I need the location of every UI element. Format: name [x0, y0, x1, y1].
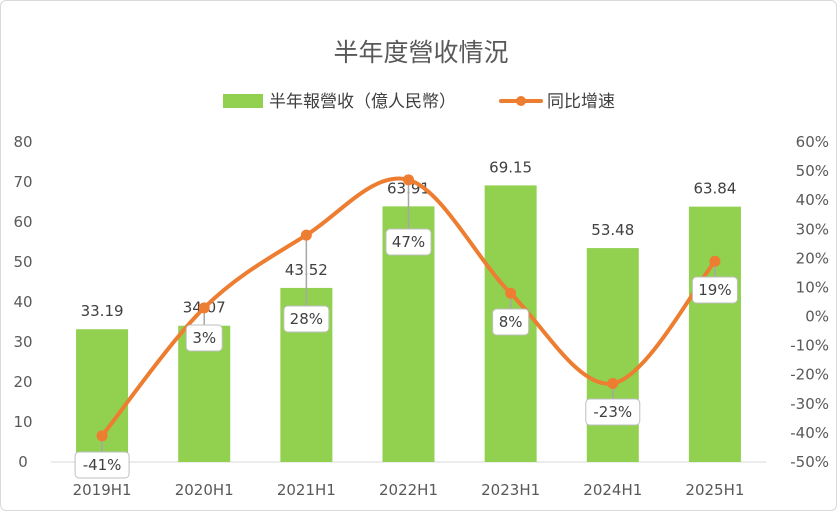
y-right-tick-label: -40% [790, 424, 829, 442]
y-left-tick-label: 30 [13, 333, 32, 351]
y-left-tick-label: 50 [13, 253, 32, 271]
bar [688, 206, 741, 462]
chart-title: 半年度營收情況 [333, 38, 508, 67]
growth-value-label: 47% [392, 233, 425, 251]
y-right-tick-label: -10% [790, 337, 829, 355]
growth-label-box [185, 324, 223, 352]
legend-line-label: 同比增速 [547, 92, 615, 112]
bar-value-label: 53.48 [591, 221, 634, 239]
y-left-tick-label: 10 [13, 413, 32, 431]
line-data-labels: -41% 3% 28% 47% 8% -23% 19% [74, 228, 738, 479]
y-right-tick-label: 40% [796, 191, 829, 209]
y-left-tick-label: 70 [13, 173, 32, 191]
legend-bar-label: 半年報營收（億人民幣） [269, 92, 456, 112]
y-left-tick-label: 80 [13, 133, 32, 151]
growth-point [607, 377, 619, 389]
y-right-tick-label: -20% [790, 366, 829, 384]
y-right-tick-label: 10% [796, 278, 829, 296]
y-left-tick-label: 40 [13, 293, 32, 311]
growth-point [300, 229, 312, 241]
y-right-tick-label: -50% [790, 453, 829, 471]
y-left-tick-label: 60 [13, 213, 32, 231]
y-left-tick-label: 0 [18, 453, 28, 471]
x-tick-label: 2019H1 [73, 481, 132, 499]
growth-point [96, 430, 108, 442]
y-right-tick-label: 60% [796, 133, 829, 151]
x-tick-label: 2023H1 [481, 481, 540, 499]
growth-point [505, 287, 517, 299]
axes: 0 10 20 30 40 50 60 70 80 -50% -40% -30% -20% -10% 0% 1… [13, 133, 829, 499]
y-left-tick-label: 20 [13, 373, 32, 391]
x-tick-label: 2020H1 [175, 481, 234, 499]
x-tick-label: 2022H1 [379, 481, 438, 499]
growth-label-box [691, 276, 738, 304]
bar-value-label: 69.15 [489, 158, 532, 176]
growth-label-box [74, 451, 130, 479]
bar [586, 248, 639, 462]
growth-label-box [585, 398, 641, 426]
growth-point [403, 174, 414, 186]
legend-line-marker [516, 96, 526, 106]
growth-value-label: 3% [192, 329, 216, 347]
y-right-tick-label: 0% [805, 308, 829, 326]
y-right-tick-label: -30% [790, 395, 829, 413]
legend: 半年報營收（億人民幣） 同比增速 [223, 92, 615, 112]
x-tick-label: 2024H1 [583, 481, 642, 499]
growth-label-box [385, 228, 432, 256]
growth-point [709, 255, 721, 267]
bar-value-label: 63.84 [693, 180, 736, 198]
legend-bar-swatch [223, 94, 263, 108]
growth-point [198, 302, 210, 314]
growth-value-label: -41% [83, 456, 122, 474]
growth-label-box [283, 305, 330, 333]
bar-value-label: 33.19 [81, 302, 124, 320]
x-tick-label: 2021H1 [277, 481, 336, 499]
y-right-tick-label: 20% [796, 249, 829, 267]
growth-value-label: 8% [499, 313, 523, 331]
growth-value-label: 28% [290, 310, 323, 328]
y-right-tick-label: 50% [796, 162, 829, 180]
growth-value-label: -23% [593, 403, 632, 421]
y-right-tick-label: 30% [796, 220, 829, 238]
growth-label-box [492, 308, 530, 336]
x-tick-label: 2025H1 [685, 481, 744, 499]
line-series [96, 174, 721, 442]
growth-value-label: 19% [698, 281, 731, 299]
